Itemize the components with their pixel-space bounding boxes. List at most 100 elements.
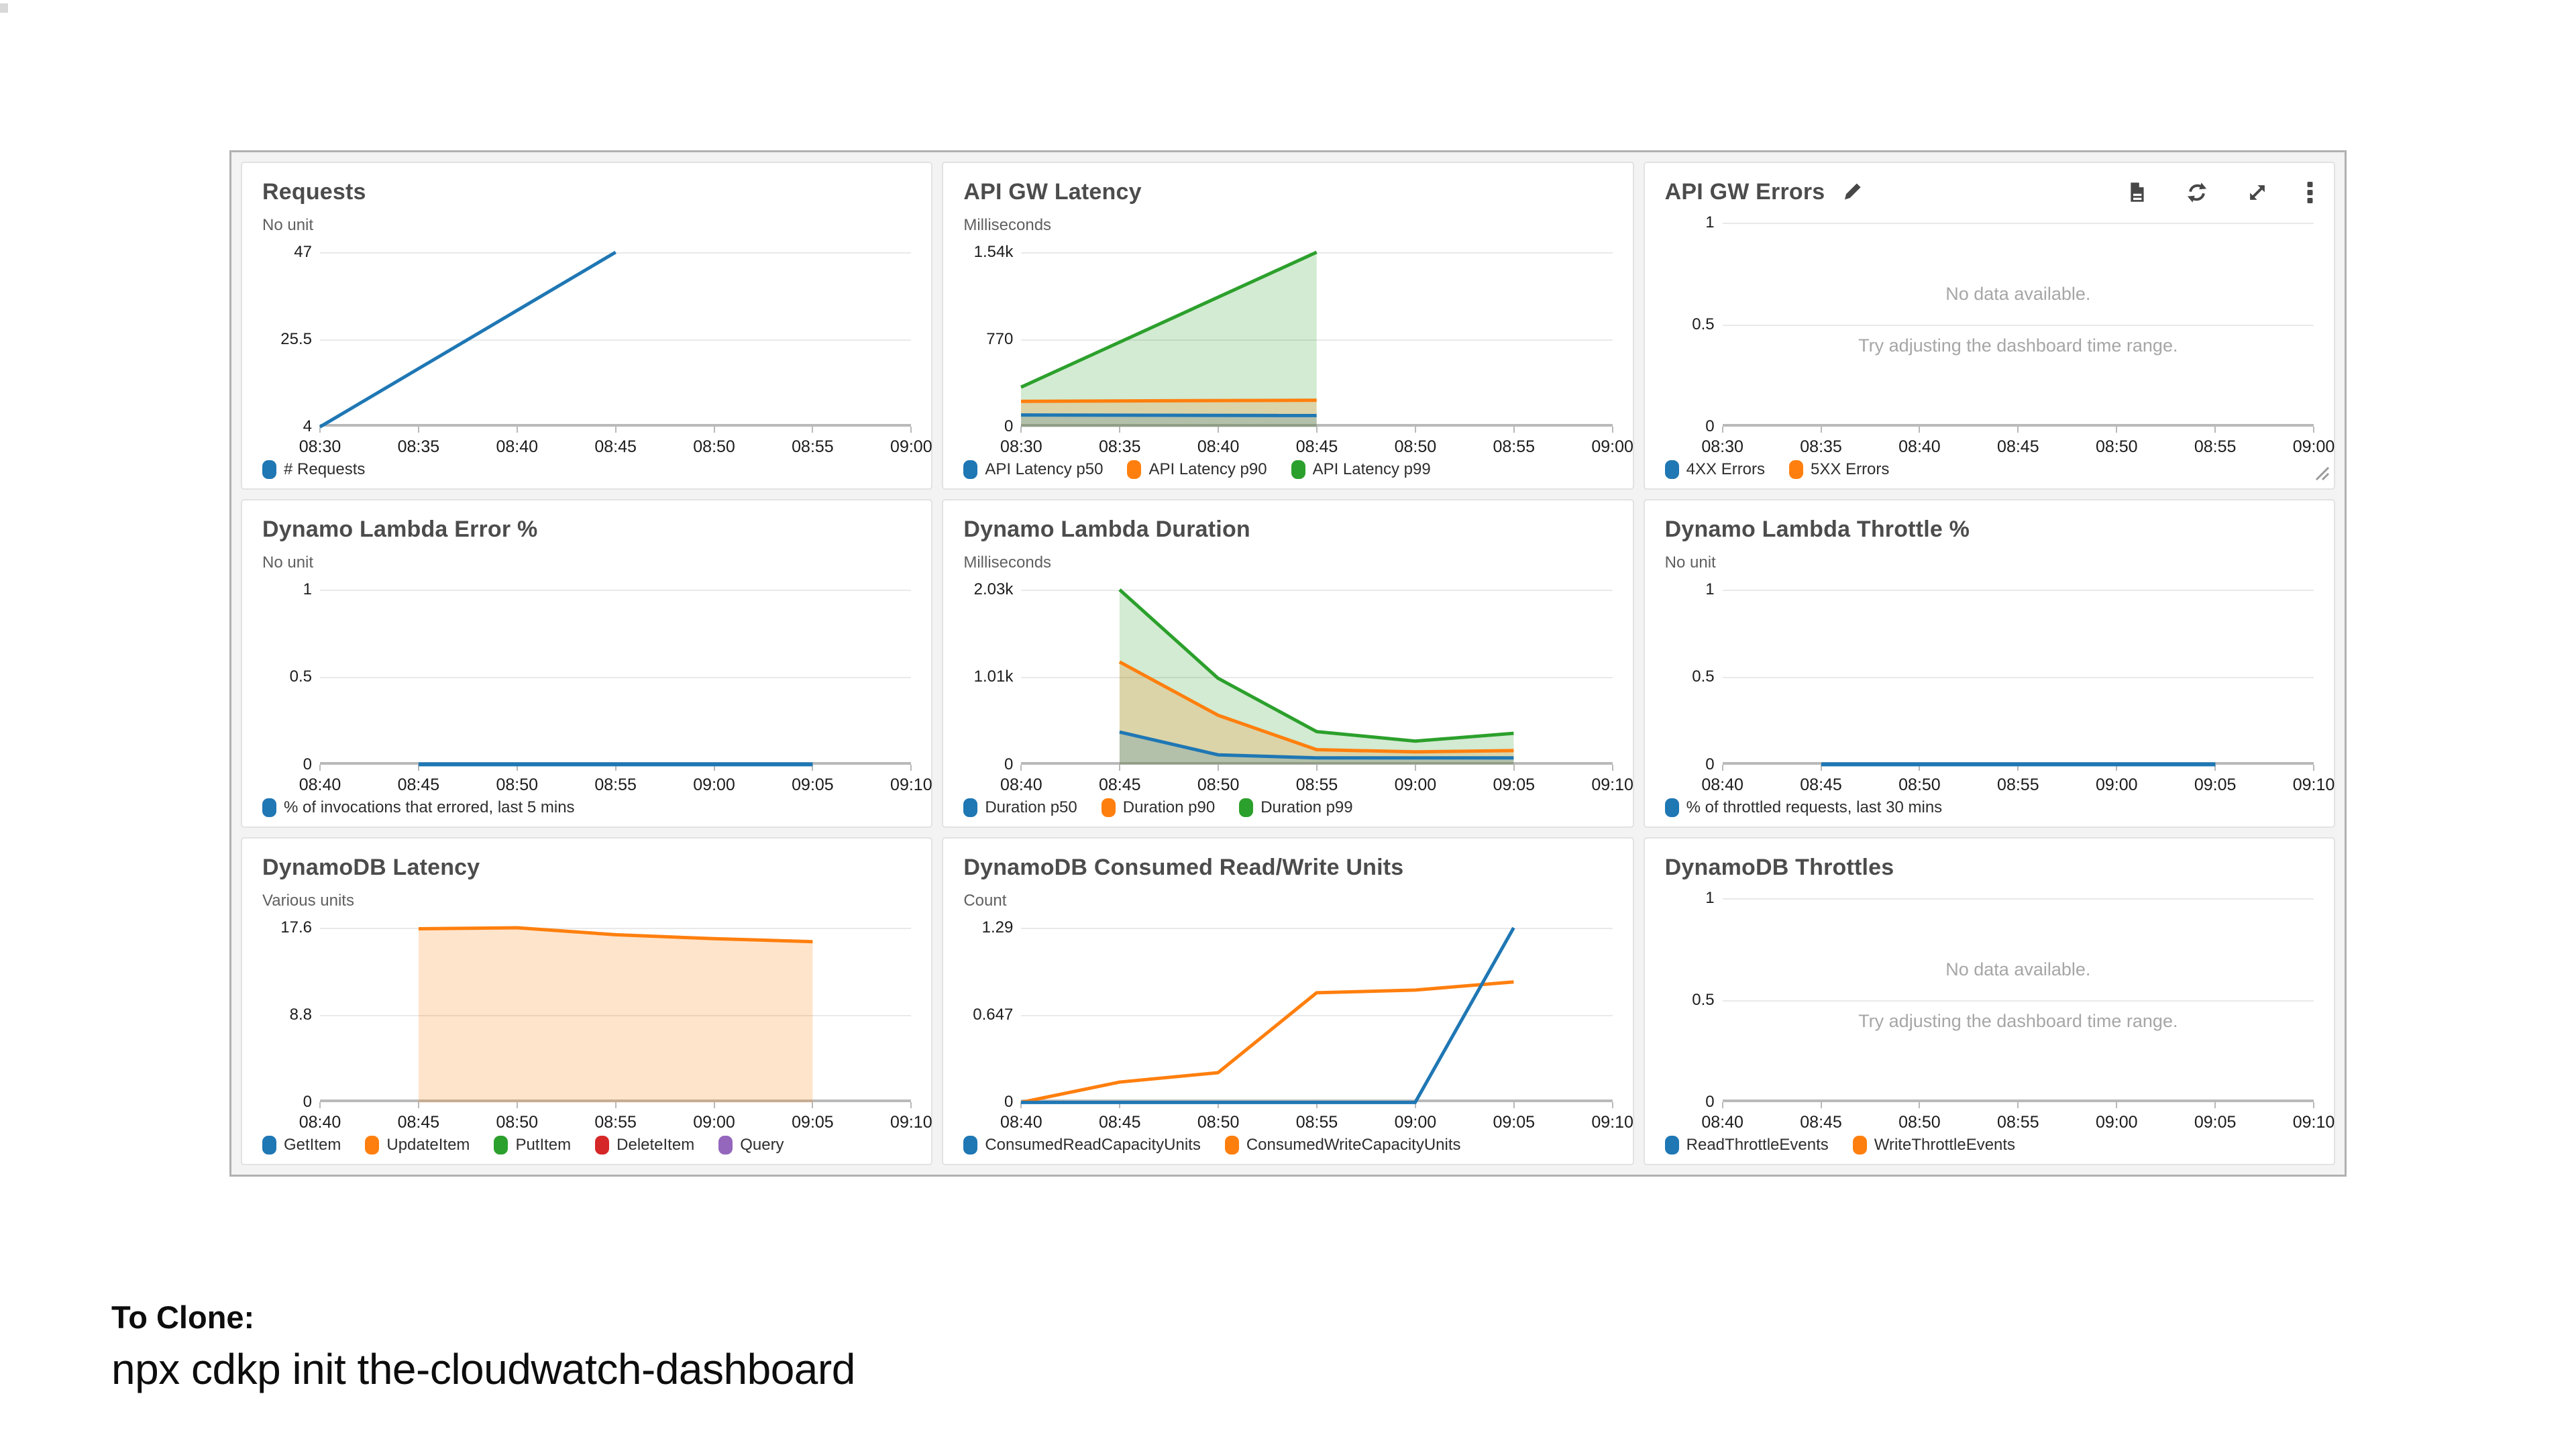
- legend-label: PutItem: [515, 1136, 572, 1154]
- series-line: [1120, 733, 1513, 758]
- tick-mark: [319, 764, 321, 771]
- legend-item-consumedreadcapacityunits[interactable]: ConsumedReadCapacityUnits: [963, 1136, 1201, 1155]
- plot-area: No data available. Try adjusting the das…: [1721, 223, 2314, 433]
- tick-mark: [2116, 1102, 2118, 1108]
- x-axis-label: 08:35: [397, 437, 440, 457]
- legend-item-5xx-errors[interactable]: 5XX Errors: [1789, 460, 1889, 480]
- tick-mark: [516, 427, 518, 433]
- y-axis-label: 25.5: [280, 330, 312, 349]
- legend: % of throttled requests, last 30 mins: [1664, 798, 2314, 817]
- legend-item-query[interactable]: Query: [718, 1136, 784, 1155]
- legend-label: UpdateItem: [386, 1136, 470, 1154]
- y-axis-label: 0.5: [1692, 667, 1715, 686]
- legend-label: ReadThrottleEvents: [1686, 1136, 1829, 1154]
- legend-item-writethrottleevents[interactable]: WriteThrottleEvents: [1852, 1136, 2015, 1155]
- chart-row: 1 0.5 0: [262, 580, 912, 773]
- legend-item-duration-p50[interactable]: Duration p50: [963, 798, 1077, 817]
- x-axis-label: 08:45: [397, 1113, 440, 1132]
- panel-title: API GW Latency: [963, 179, 1142, 205]
- legend-item-of-invocations-that-errored-last-5-mins[interactable]: % of invocations that errored, last 5 mi…: [262, 798, 575, 817]
- legend-item-4xx-errors[interactable]: 4XX Errors: [1664, 460, 1765, 480]
- y-axis-label: 0: [1705, 1093, 1715, 1111]
- tick-mark: [1721, 427, 1723, 433]
- legend-swatch-icon: [262, 1136, 276, 1155]
- tick-mark: [1721, 764, 1723, 771]
- widget-card-requests: Requests No unit 47 25.5 4 08:30 08:35 08:40 08…: [241, 162, 933, 490]
- legend-item-putitem[interactable]: PutItem: [494, 1136, 571, 1155]
- legend-item-of-throttled-requests-last-30-mins[interactable]: % of throttled requests, last 30 mins: [1664, 798, 1942, 817]
- logs-icon[interactable]: [2126, 181, 2148, 203]
- x-axis-labels: 08:40 08:45 08:50 08:55 09:00 09:05 09:10: [299, 765, 932, 796]
- legend-swatch-icon: [1239, 798, 1254, 817]
- panel-header: Dynamo Lambda Duration: [963, 517, 1612, 543]
- tick-mark: [910, 427, 912, 433]
- panel-title: DynamoDB Throttles: [1664, 854, 1894, 880]
- chart-row: 1 0.5 0: [1665, 580, 2314, 773]
- chart-svg: [320, 252, 911, 427]
- chart-row: 1 0.5 0 No data available. Try adjusting t…: [1665, 889, 2314, 1111]
- legend-item-api-latency-p99[interactable]: API Latency p99: [1291, 460, 1431, 480]
- legend-item-updateitem[interactable]: UpdateItem: [365, 1136, 470, 1155]
- legend-item-readthrottleevents[interactable]: ReadThrottleEvents: [1664, 1136, 1829, 1155]
- expand-icon[interactable]: [2246, 181, 2269, 204]
- x-axis-label: 08:50: [2095, 437, 2138, 457]
- legend-item-duration-p99[interactable]: Duration p99: [1239, 798, 1353, 817]
- y-axis: 1.54k 770 0: [963, 243, 1021, 435]
- y-axis-label: 0.5: [1692, 990, 1715, 1009]
- tick-mark: [614, 1102, 616, 1108]
- legend-item-duration-p90[interactable]: Duration p90: [1101, 798, 1215, 817]
- plot-area: [1021, 252, 1613, 433]
- chart-row: 47 25.5 4: [262, 243, 912, 435]
- plot-area: [319, 928, 912, 1108]
- x-axis-label: 08:55: [594, 775, 637, 794]
- legend-item-api-latency-p50[interactable]: API Latency p50: [963, 460, 1103, 480]
- x-axis-label: 08:45: [1997, 437, 2039, 457]
- legend-item-requests[interactable]: # Requests: [262, 460, 365, 480]
- legend-item-consumedwritecapacityunits[interactable]: ConsumedWriteCapacityUnits: [1224, 1136, 1461, 1155]
- tick-mark: [1820, 764, 1822, 771]
- unit-label: Various units: [262, 891, 354, 910]
- x-axis-label: 08:55: [792, 437, 834, 457]
- y-axis: 47 25.5 4: [262, 243, 320, 435]
- series-area: [1120, 662, 1514, 765]
- panel-header: DynamoDB Latency: [262, 855, 911, 881]
- tick-mark: [2214, 427, 2216, 433]
- legend-label: Duration p99: [1260, 798, 1353, 816]
- refresh-icon[interactable]: [2186, 181, 2208, 204]
- x-axis-label: 08:45: [594, 437, 637, 457]
- chart-svg: [320, 590, 911, 764]
- plot-area: [1021, 928, 1613, 1108]
- plot-area: [1721, 590, 2314, 771]
- legend-swatch-icon: [963, 460, 978, 480]
- legend-item-deleteitem[interactable]: DeleteItem: [595, 1136, 694, 1155]
- x-axis-label: 08:55: [1997, 775, 2039, 794]
- legend-swatch-icon: [365, 1136, 380, 1155]
- y-axis-label: 2.03k: [973, 580, 1014, 599]
- x-axis-line: [1021, 424, 1613, 427]
- resize-handle-icon[interactable]: [2312, 464, 2330, 484]
- gridline: [1722, 898, 2314, 900]
- menu-icon[interactable]: [2306, 181, 2314, 204]
- legend-item-api-latency-p90[interactable]: API Latency p90: [1127, 460, 1267, 480]
- chart-svg: [1723, 590, 2314, 764]
- legend-item-getitem[interactable]: GetItem: [262, 1136, 341, 1155]
- panel-header: API GW Errors: [1665, 179, 2314, 205]
- chart-svg: [1021, 590, 1612, 765]
- x-axis-label: 09:10: [2292, 1113, 2335, 1132]
- tick-mark: [1513, 764, 1515, 771]
- legend: ReadThrottleEvents WriteThrottleEvents: [1664, 1136, 2314, 1155]
- chart-svg: [1021, 928, 1612, 1102]
- tick-mark: [1218, 764, 1220, 771]
- series-line: [1021, 981, 1513, 1102]
- legend-swatch-icon: [1291, 460, 1305, 480]
- tick-mark: [1513, 1102, 1515, 1108]
- tick-mark: [713, 427, 715, 433]
- tick-mark: [2313, 764, 2314, 771]
- series-area: [1021, 400, 1317, 427]
- x-axis-label: 09:10: [1591, 1113, 1633, 1132]
- gridline: [1722, 1000, 2314, 1002]
- edit-pencil-icon[interactable]: [1841, 181, 1863, 203]
- x-axis-label: 08:55: [594, 1113, 637, 1132]
- x-axis-label: 08:40: [1000, 775, 1042, 794]
- unit-label: No unit: [262, 553, 314, 572]
